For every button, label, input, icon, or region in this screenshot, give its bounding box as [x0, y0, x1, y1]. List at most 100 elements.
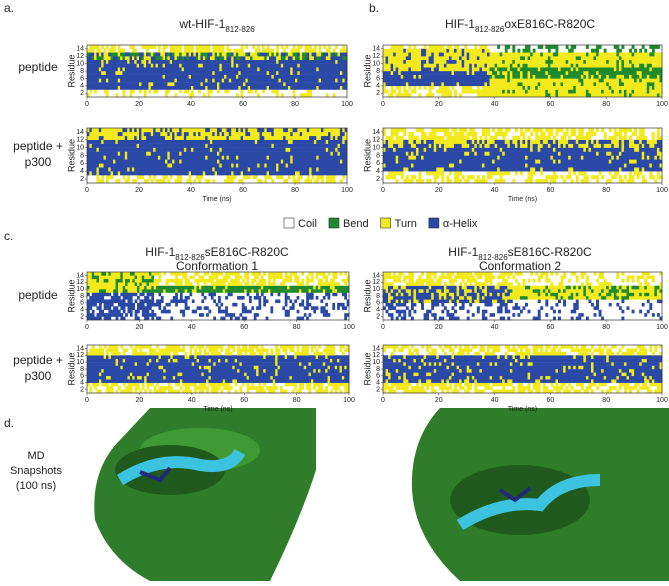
structure-cell	[446, 78, 449, 82]
structure-cell	[87, 52, 90, 56]
structure-cell	[396, 49, 399, 53]
structure-cell	[543, 64, 546, 68]
structure-cell	[307, 93, 310, 97]
structure-cell	[639, 52, 642, 56]
structure-cell	[321, 60, 324, 64]
structure-cell	[611, 71, 614, 75]
structure-cell	[321, 52, 324, 56]
structure-cell	[604, 71, 607, 75]
structure-cell	[302, 132, 305, 136]
structure-cell	[477, 75, 480, 79]
structure-cell	[179, 144, 182, 148]
structure-cell	[319, 148, 322, 152]
structure-cell	[429, 71, 432, 75]
structure-cell	[137, 56, 140, 60]
structure-cell	[106, 163, 109, 167]
structure-cell	[434, 156, 437, 160]
structure-cell	[260, 82, 263, 86]
structure-cell	[276, 144, 279, 148]
structure-cell	[113, 140, 116, 144]
structure-cell	[295, 152, 298, 156]
structure-cell	[383, 82, 386, 86]
structure-cell	[510, 52, 513, 56]
structure-cell	[624, 78, 627, 82]
structure-cell	[295, 64, 298, 68]
structure-cell	[434, 56, 437, 60]
structure-cell	[510, 86, 513, 90]
structure-cell	[515, 86, 518, 90]
structure-cell	[179, 175, 182, 179]
structure-cell	[495, 148, 498, 152]
structure-cell	[517, 136, 520, 140]
structure-cell	[535, 132, 538, 136]
structure-cell	[543, 144, 546, 148]
structure-cell	[210, 64, 213, 68]
structure-cell	[281, 82, 284, 86]
structure-cell	[340, 71, 343, 75]
structure-cell	[594, 52, 597, 56]
structure-cell	[302, 60, 305, 64]
structure-cell	[264, 140, 267, 144]
structure-cell	[262, 75, 265, 79]
structure-cell	[118, 75, 121, 79]
structure-cell	[637, 93, 640, 97]
structure-cell	[241, 86, 244, 90]
structure-cell	[177, 152, 180, 156]
structure-cell	[393, 52, 396, 56]
structure-cell	[611, 86, 614, 90]
structure-cell	[269, 52, 272, 56]
structure-cell	[403, 156, 406, 160]
structure-cell	[505, 163, 508, 167]
structure-cell	[177, 86, 180, 90]
structure-cell	[212, 156, 215, 160]
structure-cell	[319, 175, 322, 179]
structure-cell	[429, 159, 432, 163]
structure-cell	[449, 156, 452, 160]
structure-cell	[451, 163, 454, 167]
structure-cell	[528, 148, 531, 152]
structure-cell	[224, 167, 227, 171]
snapshot-left	[88, 408, 316, 581]
structure-cell	[170, 163, 173, 167]
structure-cell	[134, 52, 137, 56]
structure-cell	[330, 56, 333, 60]
structure-cell	[269, 78, 272, 82]
structure-cell	[649, 82, 652, 86]
structure-cell	[191, 75, 194, 79]
structure-cell	[520, 67, 523, 71]
structure-cell	[326, 159, 329, 163]
structure-cell	[248, 75, 251, 79]
structure-cell	[236, 71, 239, 75]
structure-cell	[252, 163, 255, 167]
structure-cell	[510, 67, 513, 71]
structure-cell	[144, 144, 147, 148]
structure-cell	[342, 136, 345, 140]
structure-cell	[464, 64, 467, 68]
structure-cell	[396, 128, 399, 132]
structure-cell	[295, 52, 298, 56]
structure-cell	[426, 156, 429, 160]
structure-cell	[309, 163, 312, 167]
structure-cell	[252, 67, 255, 71]
structure-cell	[621, 60, 624, 64]
structure-cell	[314, 171, 317, 175]
structure-cell	[441, 56, 444, 60]
structure-cell	[441, 175, 444, 179]
structure-cell	[538, 75, 541, 79]
structure-cell	[245, 167, 248, 171]
structure-cell	[286, 86, 289, 90]
structure-cell	[578, 75, 581, 79]
structure-cell	[172, 82, 175, 86]
structure-cell	[234, 56, 237, 60]
structure-cell	[269, 75, 272, 79]
structure-cell	[441, 82, 444, 86]
structure-cell	[545, 93, 548, 97]
structure-cell	[535, 128, 538, 132]
structure-cell	[167, 71, 170, 75]
structure-cell	[505, 128, 508, 132]
structure-cell	[139, 136, 142, 140]
structure-cell	[469, 82, 472, 86]
structure-cell	[293, 144, 296, 148]
structure-cell	[262, 144, 265, 148]
structure-cell	[222, 86, 225, 90]
